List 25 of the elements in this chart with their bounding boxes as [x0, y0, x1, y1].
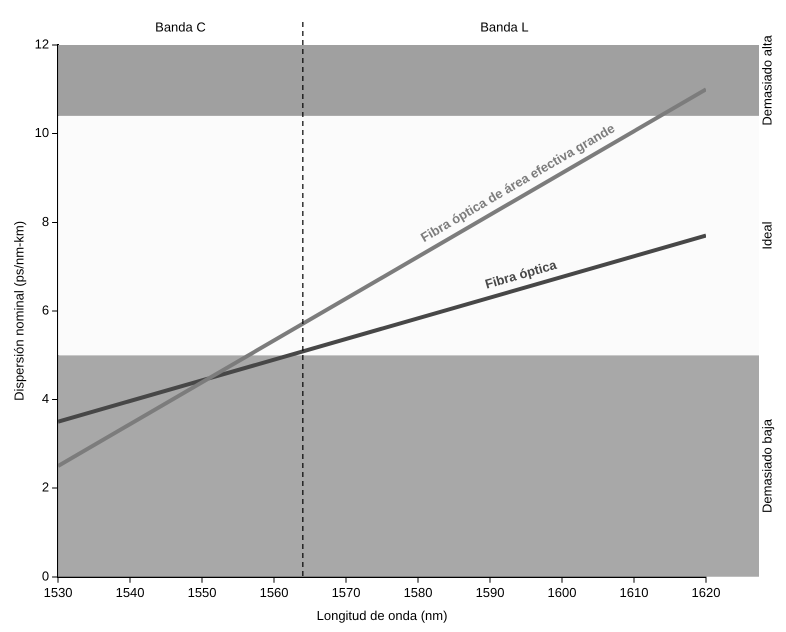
y-tick-label: 2 [42, 480, 50, 495]
y-tick-label: 0 [42, 568, 50, 584]
x-tick-label: 1580 [404, 585, 432, 600]
text: Banda C [155, 20, 206, 35]
x-tick-label: 1620 [692, 585, 720, 600]
band-label: Demasiado baja [760, 418, 775, 513]
y-tick-label: 8 [42, 214, 50, 229]
text: Banda L [480, 20, 529, 35]
y-tick-label: 4 [42, 391, 50, 406]
y-tick-label: 6 [42, 302, 50, 318]
band-label: Ideal [760, 221, 775, 250]
annotation: Fibra óptica [483, 256, 559, 292]
x-tick-label: 1550 [188, 585, 217, 600]
x-tick-label: 1530 [44, 585, 73, 600]
y-tick-label: 10 [34, 125, 50, 140]
x-tick-label: 1540 [116, 585, 145, 600]
x-axis-title: Longitud de onda (nm) [316, 608, 448, 623]
x-tick-label: 1610 [620, 585, 648, 600]
y-tick-label: 12 [34, 36, 50, 52]
x-tick-label: 1590 [476, 585, 504, 600]
band-label: Demasiado alta [760, 34, 775, 126]
y-axis-title: Dispersión nominal (ps/nm-km) [11, 220, 26, 401]
x-tick-label: 1560 [260, 585, 288, 600]
x-tick-label: 1570 [332, 585, 360, 600]
x-tick-label: 1600 [548, 585, 576, 600]
